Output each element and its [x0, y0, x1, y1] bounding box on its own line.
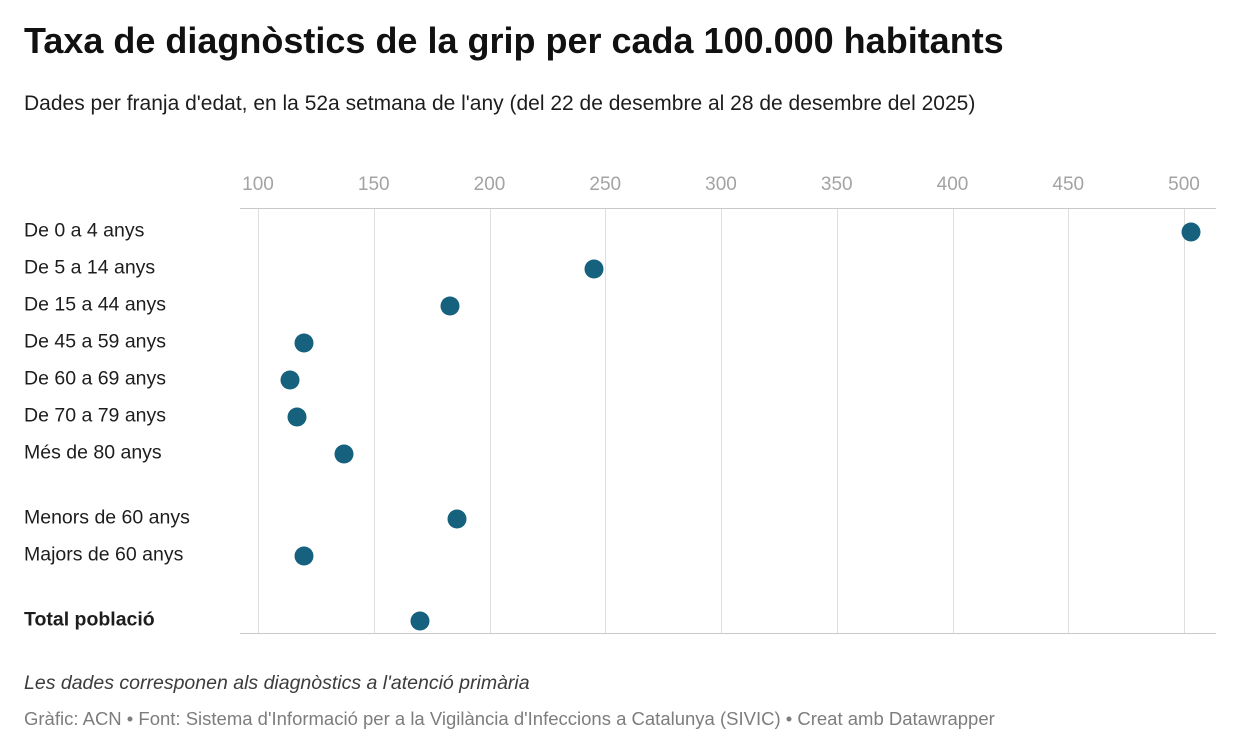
x-tick-label: 300: [705, 174, 737, 195]
x-tick-label: 500: [1168, 174, 1200, 195]
plot-area: [240, 208, 1216, 634]
x-tick-label: 350: [820, 174, 853, 195]
x-tick-label: 400: [936, 174, 969, 195]
data-point: [584, 259, 604, 279]
chart-note: Les dades corresponen als diagnòstics a …: [24, 672, 530, 694]
gridline: [721, 209, 722, 633]
gridline: [836, 209, 838, 633]
row-label: De 60 a 69 anys: [24, 367, 167, 390]
row-label: Menors de 60 anys: [24, 506, 190, 529]
x-tick-label: 450: [1052, 174, 1085, 195]
dot-plot-chart: 100 150 200 250 300 350 400 450 500 De 0 a 4 any…: [0, 168, 1240, 638]
data-point: [334, 444, 354, 464]
chart-subtitle: Dades per franja d'edat, en la 52a setma…: [24, 92, 976, 115]
gridline: [373, 209, 375, 633]
data-point: [294, 546, 314, 566]
chart-byline: Gràfic: ACN • Font: Sistema d'Informació…: [24, 708, 995, 729]
y-axis-labels: De 0 a 4 anys De 5 a 14 anys De 15 a 44 an…: [0, 168, 240, 638]
row-label: De 0 a 4 anys: [24, 219, 145, 242]
data-point: [447, 509, 467, 529]
gridline: [258, 209, 259, 633]
data-point: [287, 407, 307, 427]
x-tick-label: 150: [357, 174, 390, 195]
x-axis: 100 150 200 250 300 350 400 450 500: [0, 168, 1240, 208]
x-tick-label: 250: [589, 174, 622, 195]
data-point: [294, 333, 314, 353]
data-point: [410, 611, 430, 631]
gridline: [952, 209, 954, 633]
row-label: De 70 a 79 anys: [24, 404, 167, 427]
row-label: Total població: [24, 608, 155, 631]
row-label: Majors de 60 anys: [24, 543, 184, 566]
x-tick-label: 200: [473, 174, 506, 195]
gridline: [605, 209, 607, 633]
row-label: De 5 a 14 anys: [24, 256, 156, 279]
gridline: [489, 209, 491, 633]
gridline: [1068, 209, 1070, 633]
row-label: De 15 a 44 anys: [24, 293, 167, 316]
row-label: Més de 80 anys: [24, 441, 162, 464]
data-point: [440, 296, 460, 316]
data-point: [280, 370, 300, 390]
row-label: De 45 a 59 anys: [24, 330, 167, 353]
gridline: [1184, 209, 1185, 633]
data-point: [1181, 222, 1201, 242]
chart-title: Taxa de diagnòstics de la grip per cada …: [24, 20, 1004, 61]
x-tick-label: 100: [242, 174, 274, 195]
